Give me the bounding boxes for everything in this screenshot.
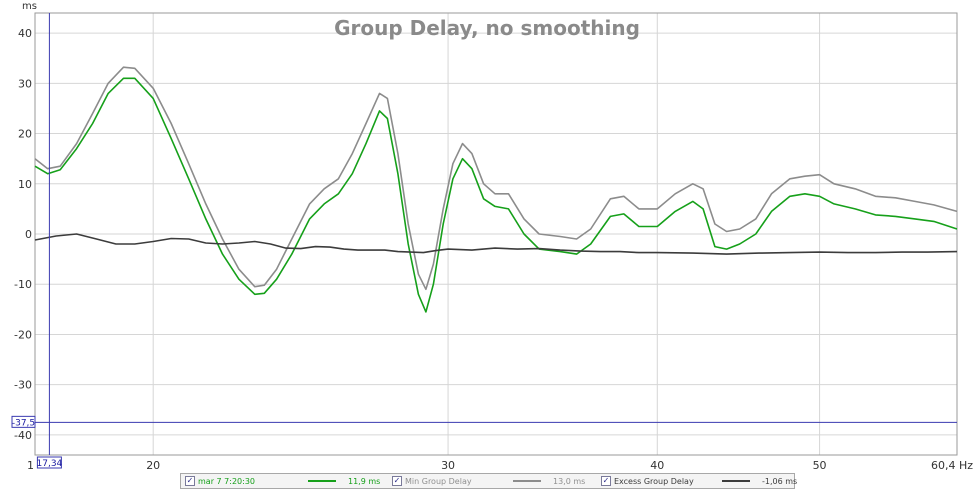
legend-checkbox[interactable]: ✓ xyxy=(601,476,611,486)
legend-value: -1,06 ms xyxy=(762,476,798,486)
y-axis: 40 30 20 10 0 -10 -20 -30 -40 xyxy=(14,27,32,442)
chart-title: Group Delay, no smoothing xyxy=(334,16,640,40)
legend-label: Excess Group Delay xyxy=(614,476,694,486)
y-tick-label: -10 xyxy=(14,278,32,291)
legend-checkbox[interactable]: ✓ xyxy=(392,476,402,486)
plot-frame xyxy=(34,12,958,456)
series-group xyxy=(34,66,958,313)
legend-value: 11,9 ms xyxy=(348,476,381,486)
y-tick-label: 40 xyxy=(18,27,32,40)
cursor-x-box xyxy=(36,456,62,469)
legend-item-0[interactable]: ✓ mar 7 7:20:30 11,9 ms xyxy=(181,476,388,486)
y-tick-label: 0 xyxy=(25,228,32,241)
cursor-y-box xyxy=(11,415,36,428)
y-tick-label: 30 xyxy=(18,77,32,90)
cursor[interactable]: -37,5 17,34 xyxy=(11,13,957,469)
cursor-y-label: -37,5 xyxy=(12,418,35,428)
y-tick-label: -40 xyxy=(14,429,32,442)
series-line-0 xyxy=(34,66,958,291)
x-tick-label: 20 xyxy=(146,459,160,472)
cursor-x-label: 17,34 xyxy=(37,459,63,469)
legend-label: Min Group Delay xyxy=(405,476,472,486)
x-tick-label: 30 xyxy=(441,459,455,472)
legend-item-2[interactable]: ✓ Excess Group Delay -1,06 ms xyxy=(597,476,806,486)
legend-swatch xyxy=(722,480,750,482)
legend-swatch xyxy=(308,480,336,482)
x-tick-label: 40 xyxy=(650,459,664,472)
x-start-label: 1 xyxy=(27,459,34,472)
legend-value: 13,0 ms xyxy=(553,476,586,486)
grid xyxy=(35,13,957,455)
y-tick-label: 20 xyxy=(18,128,32,141)
y-axis-unit: ms xyxy=(22,1,37,12)
y-tick-label: -30 xyxy=(14,379,32,392)
series-line-2 xyxy=(34,233,958,255)
legend-label: mar 7 7:20:30 xyxy=(198,476,255,486)
series-line-1 xyxy=(34,77,958,313)
legend: ✓ mar 7 7:20:30 11,9 ms ✓ Min Group Delay 13,… xyxy=(180,473,797,489)
x-axis: 20 30 40 50 60,4 Hz 1 xyxy=(27,459,973,472)
legend-swatch xyxy=(513,480,541,482)
x-tick-label: 60,4 Hz xyxy=(931,459,973,472)
x-tick-label: 50 xyxy=(813,459,827,472)
y-tick-label: 10 xyxy=(18,178,32,191)
y-tick-label: -20 xyxy=(14,328,32,341)
legend-checkbox[interactable]: ✓ xyxy=(185,476,195,486)
legend-item-1[interactable]: ✓ Min Group Delay 13,0 ms xyxy=(388,476,597,486)
